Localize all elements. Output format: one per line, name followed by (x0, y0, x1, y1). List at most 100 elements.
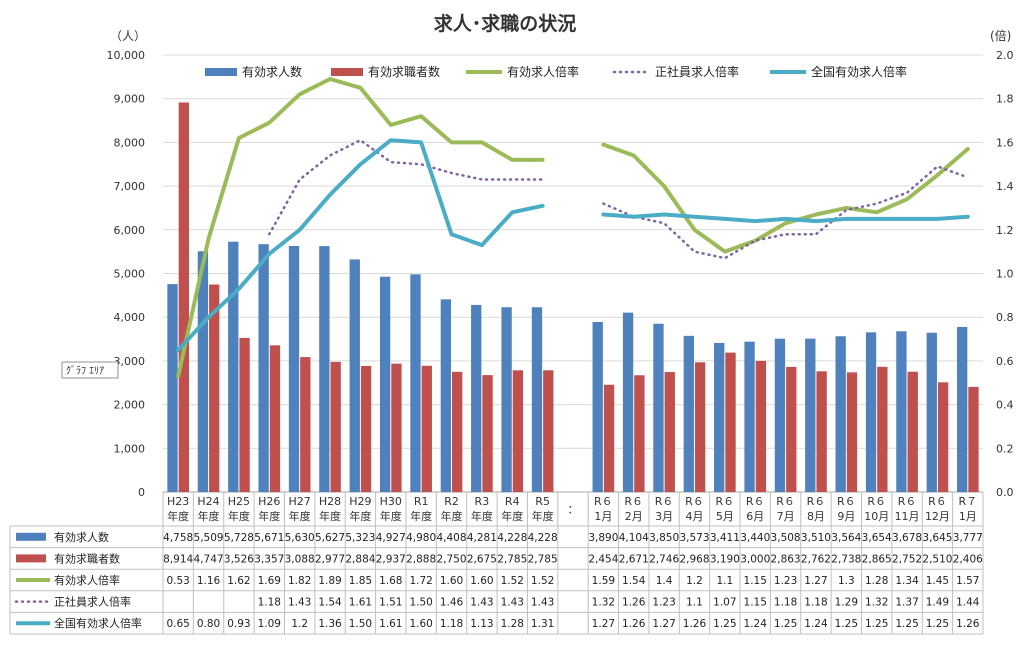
bar-有効求職者数 (907, 371, 918, 492)
table-cell: 1.51 (379, 597, 402, 609)
bar-有効求職者数 (877, 366, 888, 492)
bar-有効求人数 (774, 338, 786, 492)
category-label: 年度 (167, 509, 189, 523)
bars (167, 102, 979, 493)
table-cell: 2,750 (436, 553, 466, 565)
category-label: H26 (258, 495, 280, 508)
left-tick-label: 10,000 (107, 49, 146, 62)
table-cell: 1.31 (531, 618, 554, 630)
table-cell: 0.65 (166, 618, 189, 630)
right-tick-label: 1.8 (996, 93, 1014, 106)
table-cell: 1.34 (895, 575, 919, 587)
table-cell: 5,728 (224, 532, 254, 544)
table-cell: 3,573 (679, 532, 709, 544)
category-label: R６ (837, 495, 856, 508)
table-cell: 1.61 (379, 618, 402, 630)
category-label: R６ (594, 495, 613, 508)
bar-有効求職者数 (937, 382, 949, 492)
table-cell: 1.85 (349, 575, 372, 587)
table-cell: 1.36 (318, 618, 342, 630)
table-cell: 3,357 (254, 553, 284, 565)
table-cell: 1.25 (835, 618, 858, 630)
bar-有効求職者数 (786, 366, 797, 492)
category-label: 年度 (319, 509, 341, 523)
table-cell: 2,785 (497, 553, 527, 565)
left-axis: 0 1,000 2,000 3,000 4,000 5,000 6,000 7,000 8,00… (107, 49, 146, 499)
table-cell: 1.26 (956, 618, 980, 630)
bar-有効求人数 (592, 322, 603, 492)
bar-有効求人数 (956, 326, 968, 492)
left-axis-unit: （人） (110, 29, 146, 43)
right-axis: 0.0 0.2 0.4 0.6 0.8 1.0 1.2 1.4 1.6 1.8 2.0 (996, 49, 1014, 499)
left-tick-label: 5,000 (114, 268, 146, 281)
legend-label: 全国有効求人倍率 (811, 64, 907, 79)
bar-有効求人数 (440, 299, 452, 492)
table-cell: 3,850 (649, 532, 679, 544)
category-label: H29 (349, 495, 371, 508)
table-cell: 1.52 (531, 575, 554, 587)
bar-有効求職者数 (300, 357, 311, 492)
table-cell: 1.46 (440, 597, 464, 609)
table-cell: 1.23 (652, 597, 675, 609)
table-cell: 1.57 (956, 575, 979, 587)
right-tick-label: 2.0 (996, 49, 1014, 62)
bar-有効求人数 (379, 276, 391, 492)
table-row-label: 有効求人倍率 (54, 573, 120, 587)
table-cell: 2,675 (467, 553, 497, 565)
table-cell: 1.72 (409, 575, 432, 587)
category-label: 3月 (655, 510, 673, 523)
table-cell: 1.18 (440, 618, 463, 630)
category-label: R2 (444, 495, 459, 508)
table-cell: 1.26 (622, 597, 646, 609)
table-cell: 8,914 (163, 553, 193, 565)
table-cell: 1.25 (774, 618, 797, 630)
table-cell: 1.54 (318, 597, 342, 609)
category-label: R3 (475, 495, 490, 508)
table-cell: 3,190 (710, 553, 740, 565)
bar-有効求職者数 (634, 375, 645, 492)
category-label: R６ (624, 495, 643, 508)
lines (176, 77, 970, 379)
chart-area-tooltip-text: ｸﾞﾗﾌ ｴﾘｱ (66, 365, 104, 377)
bar-有効求人数 (926, 332, 937, 492)
table-cell: 1.25 (713, 618, 736, 630)
table-cell: 4,927 (376, 532, 406, 544)
table-cell: 3,645 (922, 532, 952, 544)
category-label: R4 (505, 495, 520, 508)
table-cell: 1.16 (197, 575, 221, 587)
table-cell: 2,671 (619, 553, 649, 565)
table-cell: 2,746 (649, 553, 679, 565)
table-cell: 2,863 (771, 553, 801, 565)
table-cell: 1.59 (592, 575, 615, 587)
category-label: R６ (776, 495, 795, 508)
table-cell: 1.43 (470, 597, 493, 609)
bar-有効求職者数 (330, 361, 341, 492)
table-cell: 2,510 (922, 553, 952, 565)
table-cell: 1.2 (291, 618, 308, 630)
category-label: 年度 (471, 509, 493, 523)
right-tick-label: 1.6 (996, 136, 1014, 149)
table-cell: 0.80 (197, 618, 220, 630)
table-cell: 1.25 (926, 618, 949, 630)
data-table: 有効求人数 4,758 5,509 5,728 5,671 5,630 5,627 5,323… (9, 492, 984, 635)
category-label: 1月 (594, 510, 612, 523)
bar-有効求人数 (622, 312, 634, 492)
table-cell: 3,000 (740, 553, 770, 565)
table-cell: 1.18 (804, 597, 827, 609)
table-cell: 4,980 (406, 532, 436, 544)
category-label: 8月 (807, 510, 825, 523)
table-cell: 0.93 (227, 618, 250, 630)
table-row-label: 有効求人数 (54, 530, 109, 544)
table-cell: 1.24 (804, 618, 828, 630)
bar-有効求人数 (349, 259, 360, 492)
table-cell: 5,671 (254, 532, 284, 544)
category-label: 11月 (895, 510, 920, 523)
category-label: 12月 (925, 510, 950, 523)
table-cell: 2,968 (679, 553, 709, 565)
right-tick-label: 1.4 (996, 180, 1014, 193)
table-cell: 1.61 (349, 597, 372, 609)
table-cell: 1.1 (686, 597, 703, 609)
category-label: 2月 (625, 510, 643, 523)
category-label: 4月 (685, 510, 703, 523)
table-cell: 1.43 (288, 597, 311, 609)
